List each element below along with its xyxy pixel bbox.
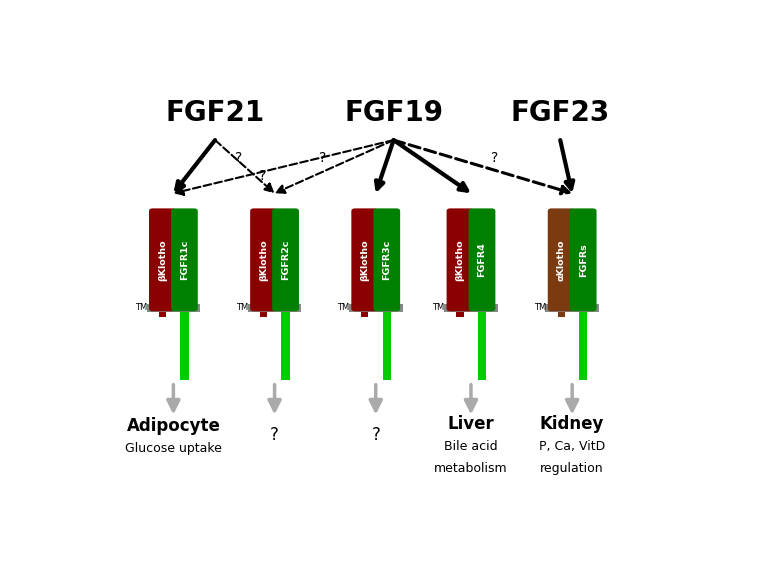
FancyBboxPatch shape <box>468 209 495 311</box>
Text: FGFRs: FGFRs <box>578 243 588 276</box>
Text: ?: ? <box>259 169 266 183</box>
Bar <box>260 312 267 317</box>
Text: FGF23: FGF23 <box>511 100 610 127</box>
FancyBboxPatch shape <box>373 209 400 311</box>
Bar <box>579 312 588 380</box>
FancyBboxPatch shape <box>149 209 176 311</box>
Bar <box>248 304 301 312</box>
Bar <box>147 304 200 312</box>
FancyBboxPatch shape <box>446 209 473 311</box>
Text: P, Ca, VitD: P, Ca, VitD <box>539 441 605 453</box>
Text: αKlotho: αKlotho <box>557 239 566 281</box>
Text: TM: TM <box>135 303 147 312</box>
Text: regulation: regulation <box>541 462 604 475</box>
Bar <box>558 312 564 317</box>
Text: FGFR3c: FGFR3c <box>382 240 391 280</box>
Text: Bile acid: Bile acid <box>444 441 498 453</box>
Bar <box>159 312 166 317</box>
FancyBboxPatch shape <box>570 209 597 311</box>
Text: FGF19: FGF19 <box>344 100 443 127</box>
FancyBboxPatch shape <box>171 209 198 311</box>
Bar <box>456 312 464 317</box>
Bar <box>361 312 369 317</box>
Text: FGFR2c: FGFR2c <box>281 240 290 280</box>
Text: ?: ? <box>371 426 380 444</box>
Text: ?: ? <box>235 151 243 165</box>
Text: metabolism: metabolism <box>434 462 508 475</box>
Text: ?: ? <box>319 151 326 165</box>
Bar <box>281 312 290 380</box>
Text: Adipocyte: Adipocyte <box>127 417 220 435</box>
Bar <box>545 304 599 312</box>
FancyBboxPatch shape <box>548 209 574 311</box>
Text: ?: ? <box>492 151 498 165</box>
Text: βKlotho: βKlotho <box>259 239 268 281</box>
Text: βKlotho: βKlotho <box>360 239 369 281</box>
Bar <box>180 312 189 380</box>
Text: TM: TM <box>337 303 349 312</box>
Text: FGFR4: FGFR4 <box>478 242 486 277</box>
FancyBboxPatch shape <box>351 209 378 311</box>
Text: TM: TM <box>236 303 248 312</box>
Text: βKlotho: βKlotho <box>455 239 465 281</box>
FancyBboxPatch shape <box>250 209 277 311</box>
Text: ?: ? <box>270 426 279 444</box>
Bar <box>478 312 486 380</box>
Text: Glucose uptake: Glucose uptake <box>125 442 222 455</box>
Bar <box>444 304 498 312</box>
Bar <box>349 304 402 312</box>
FancyBboxPatch shape <box>272 209 299 311</box>
Text: FGF21: FGF21 <box>165 100 265 127</box>
Text: TM: TM <box>534 303 546 312</box>
Text: Kidney: Kidney <box>540 415 604 433</box>
Text: βKlotho: βKlotho <box>158 239 167 281</box>
Text: FGFR1c: FGFR1c <box>180 240 189 280</box>
Text: TM: TM <box>432 303 445 312</box>
Bar <box>382 312 391 380</box>
Text: Liver: Liver <box>448 415 495 433</box>
